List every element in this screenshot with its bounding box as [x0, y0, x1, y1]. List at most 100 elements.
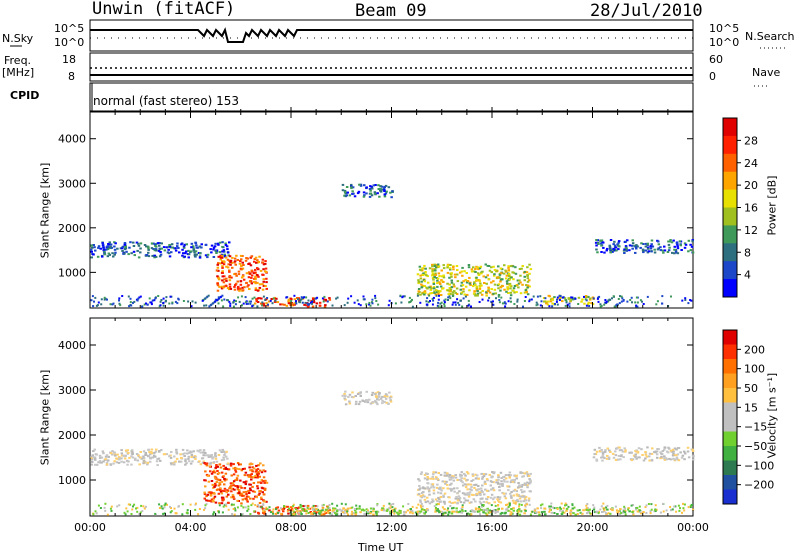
velocity-cell-r0 — [142, 457, 146, 460]
velocity-cell-r1 — [230, 484, 233, 487]
power-cell-r3 — [419, 293, 422, 296]
velocity-cell-r5 — [343, 397, 346, 400]
velocity-ground-cell — [679, 507, 681, 510]
velocity-cell-r4 — [661, 450, 665, 452]
velocity-cell-r3 — [477, 488, 480, 491]
velocity-cell-r4 — [660, 453, 664, 455]
velocity-cell-r3 — [510, 479, 513, 482]
velocity-cell-r1 — [258, 475, 261, 478]
power-cell-r5 — [343, 194, 346, 197]
power-cell-r0 — [160, 242, 163, 245]
power-cell-r3 — [485, 294, 488, 297]
velocity-cell-r3 — [501, 491, 504, 494]
velocity-cell-r3 — [445, 480, 448, 483]
nave-label: Nave — [752, 66, 781, 79]
velocity-ground-cell — [301, 507, 304, 510]
velocity-ground-cell — [339, 508, 341, 511]
power-cell-r1 — [257, 268, 260, 271]
velocity-cell-r6 — [423, 512, 426, 515]
power-cell-r0 — [116, 247, 119, 250]
velocity-ground-cell — [302, 509, 305, 512]
velocity-cell-r4 — [671, 454, 675, 457]
velocity-cell-r1 — [223, 477, 226, 480]
velocity-cell-r6 — [461, 510, 464, 513]
velocity-cell-r3 — [418, 479, 421, 482]
velocity-ground-cell — [481, 504, 484, 507]
velocity-cell-r0 — [112, 462, 115, 465]
velocity-cell-r4 — [609, 451, 612, 453]
velocity-ground-cell — [351, 510, 353, 513]
velocity-cell-r3 — [508, 476, 511, 479]
power-ground-cell — [129, 297, 132, 300]
power-cell-r5 — [351, 186, 355, 189]
velocity-cell-r4 — [668, 457, 671, 460]
velocity-ground-cell — [451, 510, 454, 513]
power-cell-r3 — [448, 283, 451, 286]
velocity-cell-r4 — [684, 452, 687, 455]
velocity-cell-r3 — [526, 481, 529, 484]
power-cell-r0 — [97, 245, 101, 248]
velocity-cell-r6 — [363, 512, 366, 515]
power-cell-r0 — [91, 246, 94, 249]
velocity-cell-r3 — [502, 478, 506, 481]
velocity-cell-r1 — [204, 463, 207, 465]
power-cell-r1 — [239, 283, 243, 286]
power-cell-r3 — [510, 276, 513, 279]
power-cell-r0 — [156, 242, 160, 245]
power-cell-r1 — [221, 279, 224, 282]
velocity-cell-r0 — [130, 455, 133, 458]
velocity-cell-r4 — [595, 458, 598, 461]
power-cell-r3 — [466, 280, 470, 282]
velocity-cell-r4 — [601, 459, 604, 462]
power-colorbar-tick-label: 24 — [744, 157, 758, 170]
velocity-cell-r2 — [320, 513, 324, 516]
power-cell-r1 — [218, 285, 221, 288]
velocity-cell-r1 — [218, 502, 221, 505]
velocity-cell-r1 — [216, 465, 219, 468]
x-tick-label: 00:00 — [74, 521, 106, 534]
power-cell-r5 — [377, 188, 380, 190]
freq-label: Freq. — [4, 54, 32, 67]
velocity-cell-r3 — [497, 475, 500, 478]
velocity-ground-cell — [295, 508, 297, 511]
velocity-cell-r6 — [550, 511, 554, 514]
velocity-cell-r3 — [428, 487, 431, 490]
velocity-cell-r0 — [199, 451, 203, 454]
velocity-cell-r0 — [170, 451, 173, 453]
velocity-cell-r0 — [187, 455, 190, 458]
velocity-cell-r0 — [181, 448, 185, 451]
velocity-cell-r3 — [466, 492, 469, 495]
power-ground-cell — [556, 298, 558, 301]
velocity-cell-r3 — [491, 487, 495, 490]
velocity-cell-r2 — [321, 506, 325, 509]
velocity-cell-r3 — [426, 482, 429, 485]
power-cell-r4 — [634, 251, 637, 254]
velocity-cell-r3 — [507, 474, 510, 476]
power-cell-r5 — [365, 186, 368, 189]
velocity-ground-cell — [649, 510, 652, 513]
velocity-ground-cell — [433, 505, 436, 508]
power-ground-cell — [149, 301, 152, 304]
velocity-cell-r3 — [498, 496, 502, 499]
velocity-cell-r6 — [485, 513, 489, 516]
velocity-cell-r6 — [499, 512, 503, 515]
power-ground-cell — [616, 303, 619, 306]
velocity-cell-r5 — [377, 393, 381, 396]
power-cell-r4 — [668, 246, 671, 249]
power-cell-r0 — [137, 256, 141, 259]
power-cell-r1 — [221, 275, 224, 278]
velocity-cell-r6 — [292, 510, 296, 513]
power-cell-r4 — [646, 244, 649, 246]
power-cell-r1 — [221, 272, 224, 274]
velocity-cell-r3 — [429, 477, 433, 480]
velocity-cell-r0 — [127, 460, 130, 463]
power-ground-cell — [130, 304, 133, 307]
power-cell-r6 — [583, 302, 586, 305]
power-ground-cell — [235, 300, 237, 303]
power-cell-r5 — [372, 184, 375, 187]
power-ground-cell — [229, 302, 232, 305]
velocity-cell-r6 — [419, 510, 423, 513]
power-ground-cell — [585, 304, 588, 307]
power-cell-r3 — [466, 293, 469, 296]
power-cell-r3 — [463, 293, 466, 296]
